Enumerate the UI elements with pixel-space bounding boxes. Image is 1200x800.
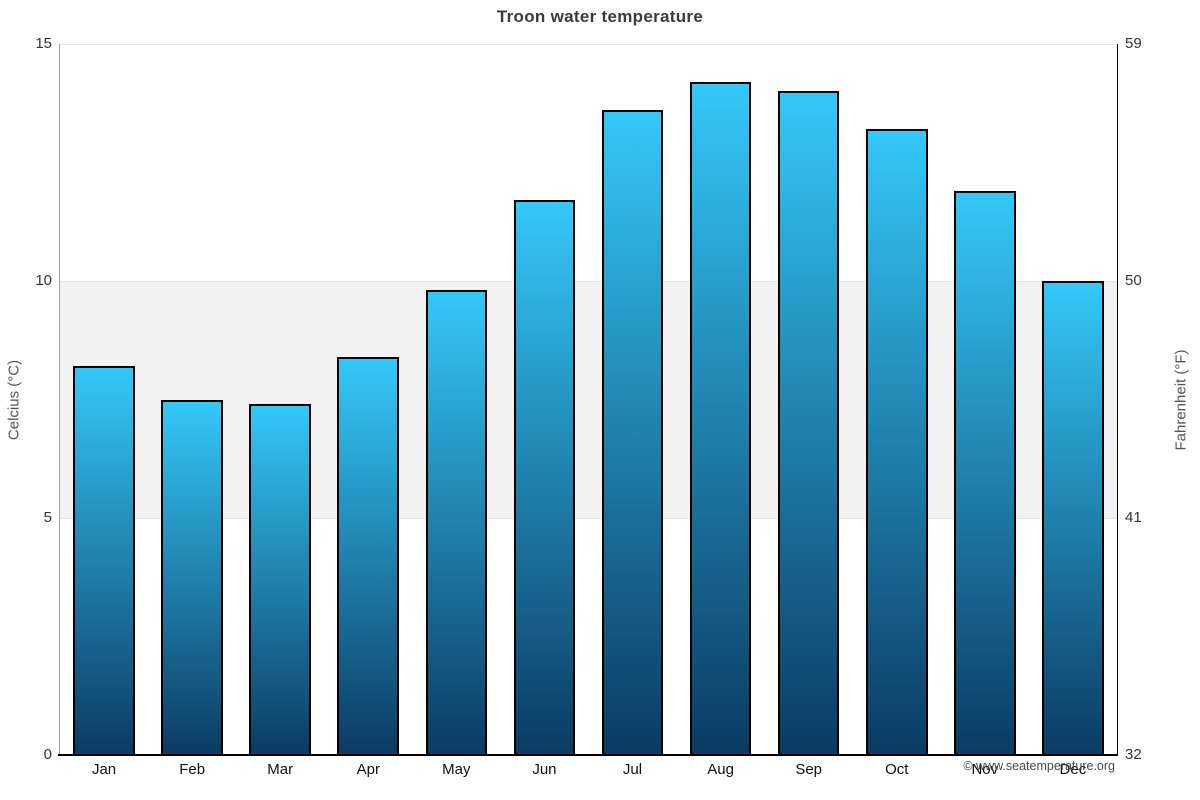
watermark-link[interactable]: © www.seatemperature.org [963, 759, 1115, 773]
fahrenheit-tick-41: 41 [1125, 509, 1142, 526]
bar-dec[interactable] [1042, 281, 1104, 755]
celsius-tick-0: 0 [43, 746, 52, 763]
x-axis-line [58, 754, 1118, 756]
bar-slot-dec [1029, 44, 1117, 755]
bar-slot-jan [60, 44, 148, 755]
celsius-tick-5: 5 [43, 509, 52, 526]
bar-may[interactable] [425, 290, 488, 755]
bar-slot-sep [765, 44, 853, 755]
bar-slot-nov [941, 44, 1029, 755]
month-label-jun: Jun [532, 761, 557, 778]
bar-apr[interactable] [337, 356, 400, 755]
bar-slot-oct [853, 44, 941, 755]
fahrenheit-tick-labels: 32 41 50 59 [1125, 35, 1185, 763]
celsius-axis-line [59, 44, 60, 755]
celsius-tick-labels: 0 5 10 15 [0, 35, 52, 763]
bar-jan[interactable] [73, 366, 135, 755]
month-label-sep: Sep [795, 761, 823, 778]
plot-band-5-10 [60, 281, 1117, 518]
gridline-10c [60, 281, 1117, 282]
bar-slot-may [412, 44, 500, 755]
fahrenheit-axis-line [1117, 44, 1118, 755]
bar-aug[interactable] [689, 81, 752, 755]
month-label-may: May [442, 761, 471, 778]
bars-container [60, 44, 1117, 755]
month-label-dec: Dec [1059, 761, 1087, 778]
gridline-15c [60, 44, 1117, 45]
fahrenheit-tick-32: 32 [1125, 746, 1142, 763]
bar-slot-aug [677, 44, 765, 755]
month-label-nov: Nov [971, 761, 999, 778]
month-label-mar: Mar [267, 761, 294, 778]
month-labels: Jan Feb Mar Apr May Jun Jul Aug Sep Oct Nov Dec [60, 761, 1117, 778]
bar-feb[interactable] [161, 399, 223, 755]
celsius-tick-15: 15 [35, 35, 52, 52]
bar-slot-apr [324, 44, 412, 755]
gridline-5c [60, 518, 1117, 519]
chart-title: Troon water temperature [496, 7, 704, 26]
bar-slot-mar [236, 44, 324, 755]
month-label-oct: Oct [885, 761, 909, 778]
bar-jul[interactable] [601, 110, 664, 755]
fahrenheit-tick-50: 50 [1125, 272, 1142, 289]
fahrenheit-tick-59: 59 [1125, 35, 1142, 52]
bar-oct[interactable] [865, 129, 928, 755]
bar-slot-feb [148, 44, 236, 755]
month-label-apr: Apr [356, 761, 380, 778]
month-label-feb: Feb [179, 761, 206, 778]
plot-area [58, 44, 1118, 756]
month-label-jul: Jul [622, 761, 643, 778]
bar-jun[interactable] [513, 200, 576, 755]
bar-slot-jul [588, 44, 676, 755]
month-label-aug: Aug [707, 761, 734, 778]
bar-nov[interactable] [954, 190, 1016, 755]
bar-mar[interactable] [249, 404, 312, 755]
celsius-tick-10: 10 [35, 272, 52, 289]
bar-sep[interactable] [777, 91, 840, 755]
month-label-jan: Jan [91, 761, 117, 778]
bar-slot-jun [500, 44, 588, 755]
